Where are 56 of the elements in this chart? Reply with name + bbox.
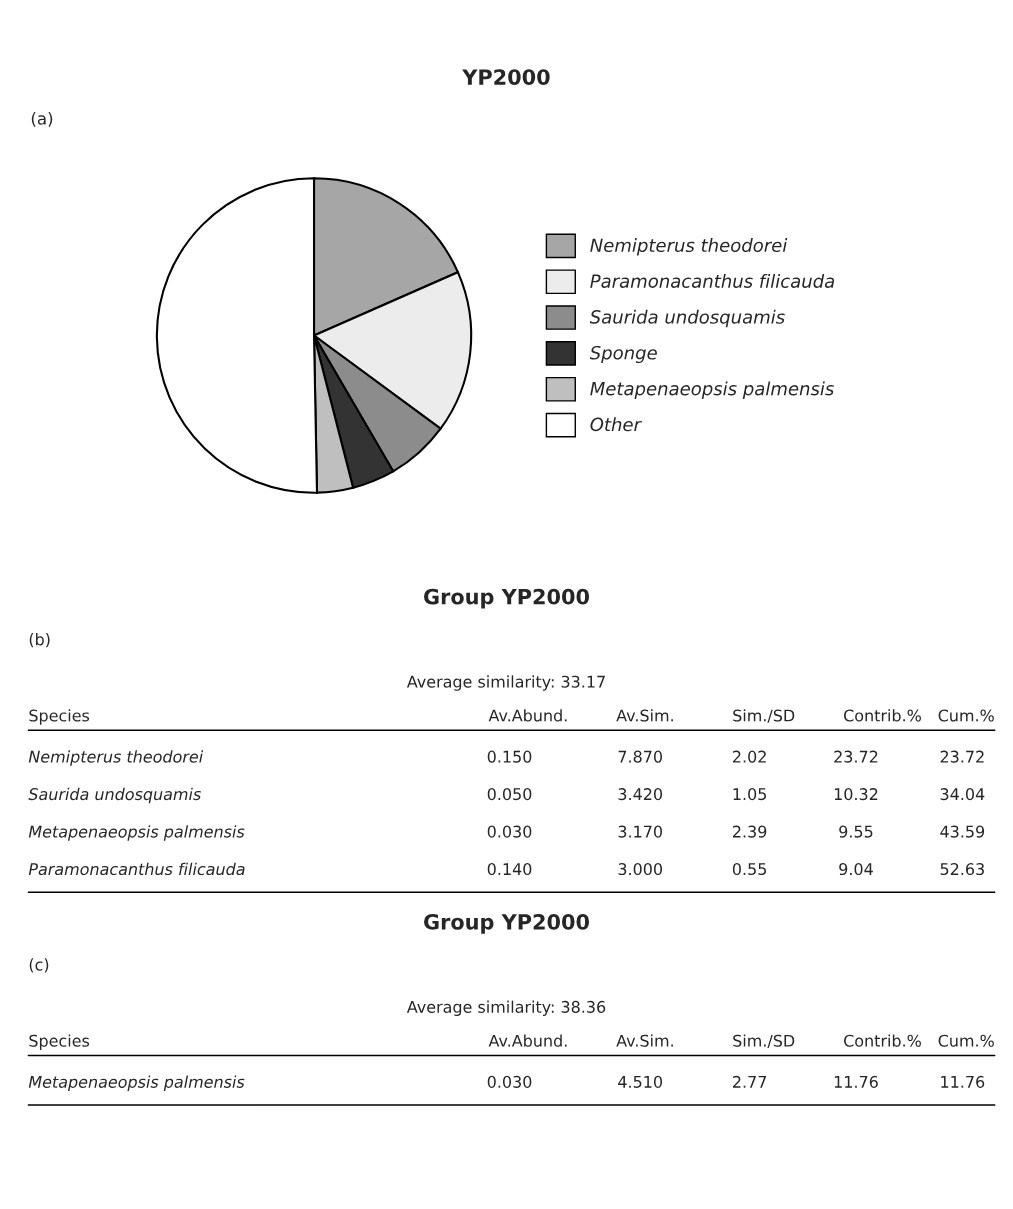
text: (b) [29, 633, 50, 648]
text: 2.39 [733, 825, 767, 838]
text: 0.140 [487, 863, 532, 876]
text: Average similarity: 38.36 [406, 1000, 606, 1017]
text: 23.72 [940, 750, 984, 763]
text: Group YP2000 [424, 913, 590, 934]
category-label: Paramonacanthus filicauda [28, 862, 245, 876]
category-label: Saurida undosquamis [28, 787, 201, 804]
text: 0.030 [487, 825, 532, 838]
text: Group YP2000 [424, 588, 590, 609]
text: 0.55 [732, 863, 767, 876]
text: (c) [29, 958, 49, 973]
text: 0.050 [487, 788, 532, 801]
text: 1.05 [733, 788, 767, 801]
category-label: Sim./SD [733, 709, 795, 723]
text: 3.420 [618, 788, 663, 801]
legend-label: Nemipterus theodorei [590, 238, 788, 256]
text: 2.02 [733, 750, 766, 763]
category-label: Cum.% [938, 1034, 994, 1047]
category-label: Av.Abund. [488, 1034, 567, 1047]
category-label: Species [29, 1034, 90, 1050]
legend-label: Other [590, 417, 642, 432]
text: 11.76 [834, 1075, 878, 1088]
text: 34.04 [940, 788, 985, 801]
category-label: Metapenaeopsis palmensis [28, 825, 245, 841]
text: 3.170 [618, 825, 663, 838]
text: 23.72 [834, 750, 878, 763]
category-label: Av.Sim. [616, 1034, 673, 1047]
category-label: Cum.% [938, 709, 994, 722]
legend-label: Paramonacanthus filicauda [590, 273, 835, 288]
text: 43.59 [940, 825, 985, 838]
chart-title: YP2000 [462, 69, 550, 85]
category-label: Contrib.% [844, 709, 921, 722]
text: 3.000 [618, 863, 663, 876]
text: 52.63 [940, 863, 984, 876]
category-label: Species [29, 709, 90, 725]
legend-label: Saurida undosquamis [589, 309, 785, 328]
category-label: Nemipterus theodorei [28, 750, 204, 766]
text: 9.04 [839, 863, 873, 876]
text: 2.77 [733, 1075, 767, 1088]
text: 0.030 [487, 1075, 532, 1088]
text: 11.76 [941, 1075, 985, 1088]
category-label: Av.Sim. [616, 709, 673, 722]
legend-label: Sponge [589, 345, 657, 364]
legend-label: Metapenaeopsis palmensis [590, 381, 834, 399]
category-label: Sim./SD [733, 1034, 795, 1049]
text: 9.55 [839, 825, 873, 838]
text: Average similarity: 33.17 [406, 675, 605, 691]
text: 7.870 [618, 750, 663, 763]
category-label: Contrib.% [844, 1034, 921, 1047]
text: 0.150 [487, 750, 532, 763]
category-label: Av.Abund. [488, 709, 567, 722]
category-label: Metapenaeopsis palmensis [28, 1075, 245, 1091]
text: 4.510 [618, 1075, 663, 1088]
text: (a) [31, 111, 53, 127]
text: 10.32 [834, 788, 878, 801]
